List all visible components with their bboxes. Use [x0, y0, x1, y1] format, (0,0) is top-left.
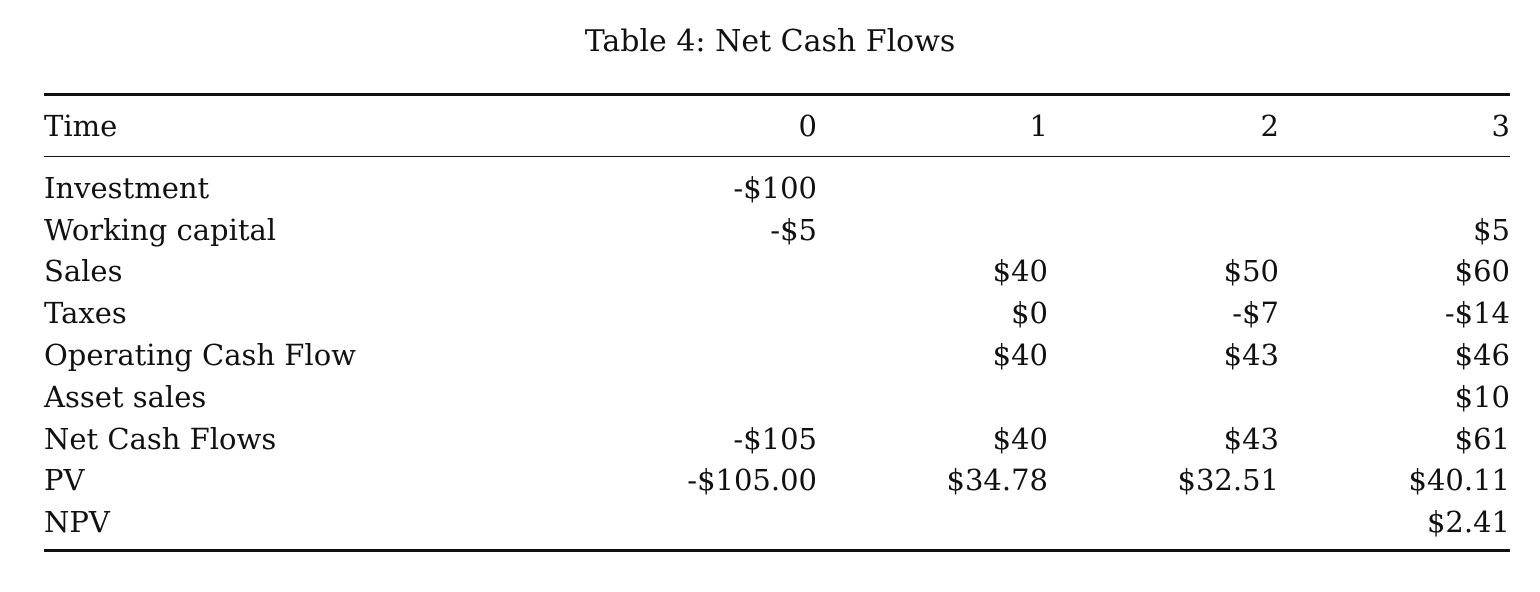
table-cell — [586, 501, 817, 553]
table-cell: $60 — [1454, 254, 1510, 289]
column-header-time: Time — [44, 93, 586, 157]
net-cash-flows-table-container: Time 0 1 2 3 Investment -$100 Working ca… — [44, 93, 1510, 553]
table-cell — [817, 209, 1048, 251]
table-cell — [586, 334, 817, 376]
table-cell: $40 — [992, 254, 1048, 289]
table-cell: $5 — [1473, 212, 1510, 247]
table-cell: $40.11 — [1408, 463, 1510, 498]
table-row: PV -$105.00 $34.78 $32.51 $40.11 — [44, 460, 1510, 502]
table-cell: $43 — [1223, 421, 1279, 456]
table-cell — [586, 251, 817, 293]
table-cell: -$100 — [733, 170, 817, 205]
row-label: Investment — [44, 170, 210, 205]
table-cell: $40 — [992, 421, 1048, 456]
table-cell: $40 — [992, 338, 1048, 373]
table-cell: -$5 — [770, 212, 817, 247]
table-cell — [586, 292, 817, 334]
table-cell: -$14 — [1444, 296, 1510, 331]
column-header-3: 3 — [1279, 93, 1510, 157]
table-row: NPV $2.41 — [44, 501, 1510, 553]
table-cell — [1048, 157, 1279, 209]
table-cell: $43 — [1223, 338, 1279, 373]
table-cell — [1048, 501, 1279, 553]
table-cell: -$105.00 — [687, 463, 817, 498]
table-cell: $46 — [1454, 338, 1510, 373]
table-cell — [1048, 376, 1279, 418]
table-cell: $61 — [1454, 421, 1510, 456]
table-cell — [817, 157, 1048, 209]
row-label: Net Cash Flows — [44, 421, 277, 456]
row-label: Asset sales — [44, 379, 207, 414]
table-cell — [817, 376, 1048, 418]
table-cell — [817, 501, 1048, 553]
table-cell: $2.41 — [1279, 501, 1510, 553]
row-label: Sales — [44, 254, 123, 289]
table-caption: Table 4: Net Cash Flows — [584, 24, 956, 59]
table-cell: $34.78 — [946, 463, 1048, 498]
table-row: Asset sales $10 — [44, 376, 1510, 418]
table-cell: -$7 — [1232, 296, 1279, 331]
table-cell: $0 — [1011, 296, 1048, 331]
table-cell: $10 — [1454, 379, 1510, 414]
table-cell: $32.51 — [1177, 463, 1279, 498]
table-row: Taxes $0 -$7 -$14 — [44, 292, 1510, 334]
row-label: PV — [44, 463, 85, 498]
table-cell: -$105 — [733, 421, 817, 456]
table-cell: $50 — [1223, 254, 1279, 289]
table-cell — [1048, 209, 1279, 251]
table-cell — [1279, 157, 1510, 209]
table-row: Operating Cash Flow $40 $43 $46 — [44, 334, 1510, 376]
row-label: Operating Cash Flow — [44, 338, 356, 373]
table-row: Sales $40 $50 $60 — [44, 251, 1510, 293]
table-header-row: Time 0 1 2 3 — [44, 93, 1510, 157]
table-row: Investment -$100 — [44, 157, 1510, 209]
table-row: Net Cash Flows -$105 $40 $43 $61 — [44, 418, 1510, 460]
table-cell — [586, 376, 817, 418]
column-header-2: 2 — [1048, 93, 1279, 157]
row-label: NPV — [44, 501, 586, 553]
column-header-0: 0 — [586, 93, 817, 157]
row-label: Working capital — [44, 212, 277, 247]
net-cash-flows-table: Time 0 1 2 3 Investment -$100 Working ca… — [44, 93, 1510, 553]
table-row: Working capital -$5 $5 — [44, 209, 1510, 251]
column-header-1: 1 — [817, 93, 1048, 157]
row-label: Taxes — [44, 296, 127, 331]
